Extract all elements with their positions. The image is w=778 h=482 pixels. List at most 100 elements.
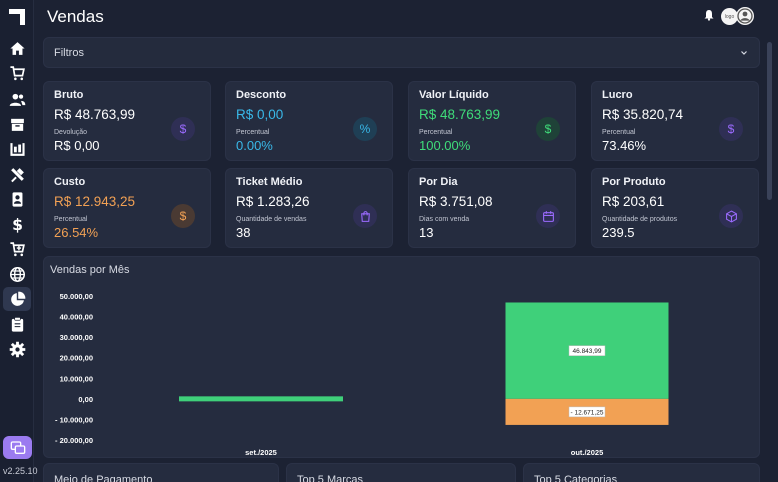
card-subvalue: 38 xyxy=(236,225,251,240)
sidebar: $ v2.25.10 xyxy=(0,0,38,482)
filters-label: Filtros xyxy=(54,47,84,59)
x-tick-label: out./2025 xyxy=(571,448,604,457)
card-title: Desconto xyxy=(236,89,287,101)
card-sublabel: Percentual xyxy=(54,216,88,223)
nav-reports-icon[interactable] xyxy=(3,287,31,311)
y-tick-label: 10.000,00 xyxy=(60,374,93,383)
nav-clipboard-icon[interactable] xyxy=(3,312,31,336)
card-title: Valor Líquido xyxy=(419,89,489,101)
dollar-icon: $ xyxy=(171,204,195,228)
data-label-box xyxy=(568,345,606,356)
data-label: - 12.671,25 xyxy=(571,409,604,416)
stat-card-6: Por Dia R$ 3.751,08 Dias com venda 13 xyxy=(408,168,576,248)
top-brands-title: Top 5 Marcas xyxy=(297,474,364,482)
chevron-down-icon[interactable] xyxy=(739,48,749,58)
y-tick-label: - 20.000,00 xyxy=(55,436,93,445)
svg-text:$: $ xyxy=(12,216,23,233)
card-value: R$ 35.820,74 xyxy=(602,107,684,122)
card-sublabel: Dias com venda xyxy=(419,216,470,223)
company-logo[interactable]: logo xyxy=(721,8,738,25)
card-value: R$ 12.943,25 xyxy=(54,194,136,209)
sales-chart: 50.000,00 40.000,00 30.000,00 20.000,00 10.0… xyxy=(55,292,669,457)
user-icon xyxy=(737,8,753,24)
card-title: Custo xyxy=(54,176,86,188)
chat-icon xyxy=(10,440,25,454)
x-tick-label: set./2025 xyxy=(245,448,277,457)
chart-bar-zero xyxy=(179,396,343,402)
top-brands-panel: Top 5 Marcas xyxy=(286,463,516,482)
dollar-icon: $ xyxy=(171,117,195,141)
y-tick-label: 40.000,00 xyxy=(60,313,93,322)
nav-tools-icon[interactable] xyxy=(3,162,31,186)
nav-settings-icon[interactable] xyxy=(3,337,31,361)
shopping-bag-icon xyxy=(353,204,377,228)
stat-card-4: Custo R$ 12.943,25 Percentual 26.54% $ xyxy=(43,168,211,248)
nav-add-cart-icon[interactable] xyxy=(3,237,31,261)
stat-card-1: Desconto R$ 0,00 Percentual 0.00%% xyxy=(225,81,393,161)
payment-method-panel: Meio de Pagamento xyxy=(43,463,279,482)
card-title: Lucro xyxy=(602,89,633,101)
nav-home-icon[interactable] xyxy=(3,36,31,60)
calendar-icon xyxy=(536,204,560,228)
sales-by-month-panel: Vendas por Mês 50.000,00 40.000,00 30.000,… xyxy=(43,256,760,458)
nav-globe-icon[interactable] xyxy=(3,262,31,286)
card-subvalue: 26.54% xyxy=(54,225,99,240)
top-categories-title: Top 5 Categorias xyxy=(534,474,618,482)
card-value: R$ 48.763,99 xyxy=(54,107,136,122)
top-categories-panel: Top 5 Categorias xyxy=(523,463,760,482)
card-value: R$ 3.751,08 xyxy=(419,194,493,209)
nav-contacts-icon[interactable] xyxy=(3,187,31,211)
card-subvalue: 239.5 xyxy=(602,225,635,240)
data-label: 46.843,99 xyxy=(573,348,602,355)
card-subvalue: 73.46% xyxy=(602,138,647,153)
nav-package-icon[interactable] xyxy=(3,112,31,136)
card-value: R$ 203,61 xyxy=(602,194,665,209)
y-tick-label: - 10.000,00 xyxy=(55,415,93,424)
dollar-icon: $ xyxy=(536,117,560,141)
card-value: R$ 0,00 xyxy=(236,107,284,122)
card-sublabel: Percentual xyxy=(236,129,270,136)
card-sublabel: Quantidade de produtos xyxy=(602,216,678,223)
card-title: Por Produto xyxy=(602,176,666,188)
stat-card-5: Ticket Médio R$ 1.283,26 Quantidade de ven… xyxy=(225,168,393,248)
user-avatar[interactable] xyxy=(736,7,754,25)
stat-card-7: Por Produto R$ 203,61 Quantidade de produt… xyxy=(591,168,759,248)
card-sublabel: Devolução xyxy=(54,129,88,136)
card-subvalue: 100.00% xyxy=(419,138,471,153)
y-tick-label: 20.000,00 xyxy=(60,354,93,363)
chart-title: Vendas por Mês xyxy=(50,264,130,276)
dollar-icon: $ xyxy=(719,117,743,141)
app-version: v2.25.10 xyxy=(3,466,38,476)
card-sublabel: Quantidade de vendas xyxy=(236,216,307,223)
nav-finance-icon[interactable]: $ xyxy=(3,212,31,236)
stat-card-0: Bruto R$ 48.763,99 Devolução R$ 0,00 $ xyxy=(43,81,211,161)
percent-icon: % xyxy=(353,117,377,141)
nav-inventory-icon[interactable] xyxy=(3,137,31,161)
box-icon xyxy=(719,204,743,228)
y-tick-label: 0,00 xyxy=(78,395,93,404)
card-subvalue: 13 xyxy=(419,225,434,240)
bell-icon[interactable] xyxy=(703,9,715,21)
card-sublabel: Percentual xyxy=(602,129,636,136)
card-subvalue: 0.00% xyxy=(236,138,273,153)
scrollbar-thumb[interactable] xyxy=(767,42,772,200)
card-sublabel: Percentual xyxy=(419,129,453,136)
card-value: R$ 48.763,99 xyxy=(419,107,501,122)
y-tick-label: 30.000,00 xyxy=(60,333,93,342)
app-logo[interactable] xyxy=(7,7,27,27)
payment-method-title: Meio de Pagamento xyxy=(54,474,153,482)
nav-cart-icon[interactable] xyxy=(3,61,31,85)
stat-card-3: Lucro R$ 35.820,74 Percentual 73.46% $ xyxy=(591,81,759,161)
data-label-box xyxy=(568,406,606,418)
card-title: Bruto xyxy=(54,89,84,101)
chat-button[interactable] xyxy=(3,436,32,459)
card-title: Ticket Médio xyxy=(236,176,303,188)
page-title: Vendas xyxy=(47,7,104,26)
card-subvalue: R$ 0,00 xyxy=(54,138,100,153)
nav-users-icon[interactable] xyxy=(3,87,31,111)
card-value: R$ 1.283,26 xyxy=(236,194,310,209)
filters-panel[interactable]: Filtros xyxy=(43,37,760,68)
card-title: Por Dia xyxy=(419,176,458,188)
y-tick-label: 50.000,00 xyxy=(60,292,93,301)
stat-card-2: Valor Líquido R$ 48.763,99 Percentual 100.0… xyxy=(408,81,576,161)
